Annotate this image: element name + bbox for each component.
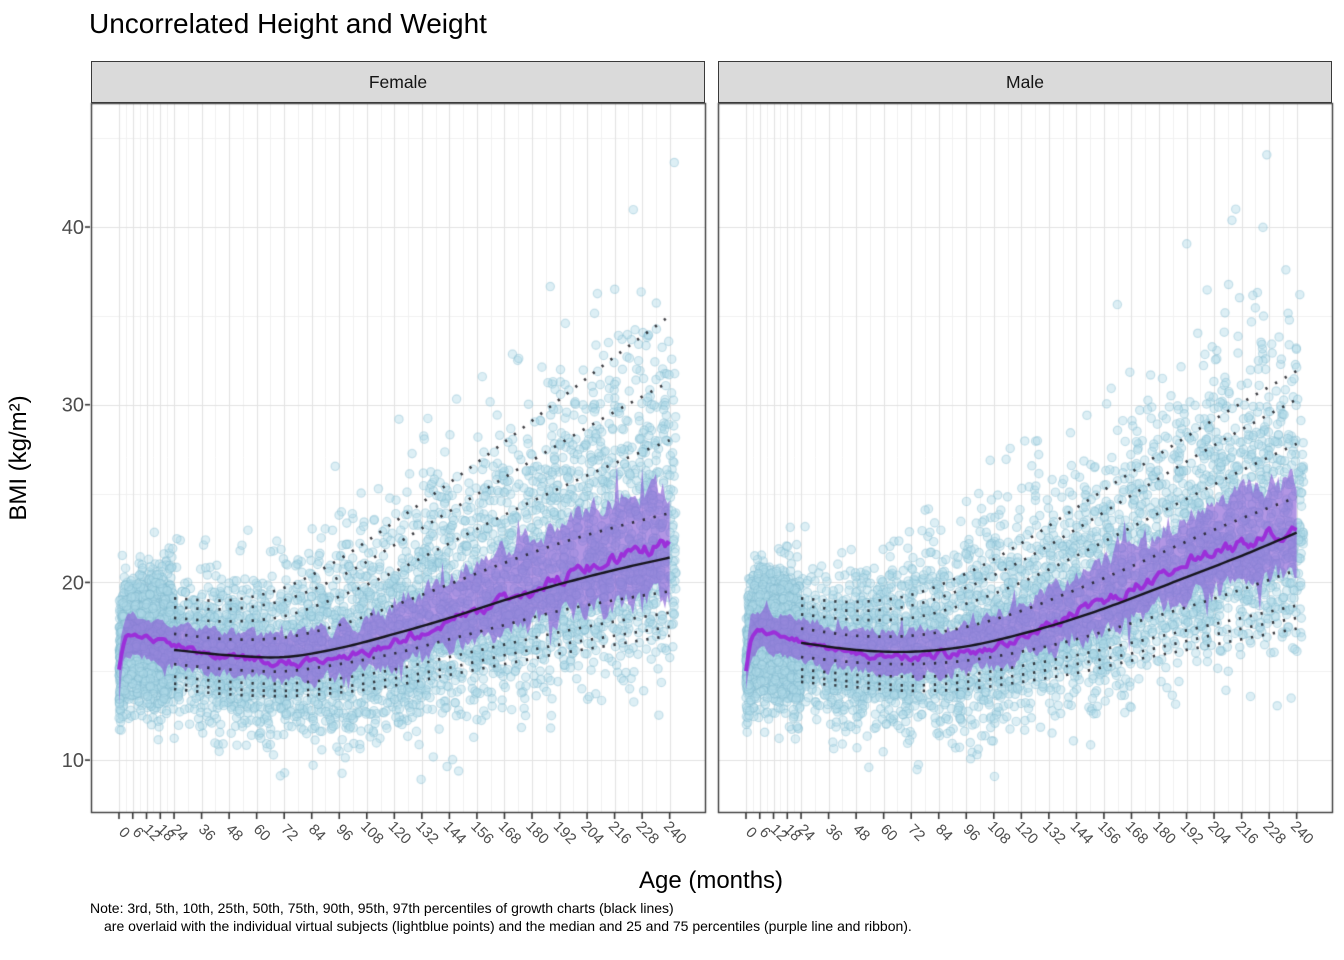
x-tick-label: 156 bbox=[467, 818, 497, 848]
x-axis-title: Age (months) bbox=[639, 867, 783, 894]
x-tick-label: 168 bbox=[1122, 818, 1152, 848]
x-tick-label: 204 bbox=[1204, 818, 1234, 848]
x-tick-label: 96 bbox=[960, 821, 984, 845]
x-tick-label: 204 bbox=[577, 818, 607, 848]
x-tick-label: 108 bbox=[984, 818, 1014, 848]
x-tick-label: 96 bbox=[333, 821, 357, 845]
x-tick-label: 36 bbox=[195, 821, 219, 845]
y-tick-label: 20 bbox=[62, 572, 84, 594]
x-tick-label: 24 bbox=[167, 821, 191, 845]
x-tick-label: 240 bbox=[1287, 818, 1317, 848]
x-tick-label: 192 bbox=[1177, 818, 1207, 848]
x-tick-label: 60 bbox=[877, 821, 901, 845]
x-tick-label: 72 bbox=[904, 821, 928, 845]
footnote-line-1: Note: 3rd, 5th, 10th, 25th, 50th, 75th, … bbox=[90, 900, 674, 916]
x-tick-label: 0 bbox=[742, 824, 760, 842]
x-tick-label: 228 bbox=[1259, 818, 1289, 848]
x-tick-label: 216 bbox=[1232, 818, 1262, 848]
footnote-line-2: are overlaid with the individual virtual… bbox=[104, 918, 912, 934]
x-tick-label: 156 bbox=[1094, 818, 1124, 848]
x-tick-label: 120 bbox=[385, 818, 415, 848]
y-tick-label: 40 bbox=[62, 217, 84, 239]
x-tick-label: 84 bbox=[305, 821, 329, 845]
footnote: Note: 3rd, 5th, 10th, 25th, 50th, 75th, … bbox=[90, 899, 912, 935]
x-tick-label: 48 bbox=[849, 821, 873, 845]
x-tick-label: 108 bbox=[357, 818, 387, 848]
x-tick-label: 180 bbox=[522, 818, 552, 848]
x-tick-label: 180 bbox=[1149, 818, 1179, 848]
x-tick-label: 144 bbox=[440, 818, 470, 848]
x-tick-label: 60 bbox=[250, 821, 274, 845]
x-tick-label: 120 bbox=[1012, 818, 1042, 848]
y-tick-labels: 10 20 30 40 bbox=[62, 217, 84, 772]
x-tick-label: 72 bbox=[277, 821, 301, 845]
x-tick-label: 228 bbox=[632, 818, 662, 848]
x-tick-label: 132 bbox=[1039, 818, 1069, 848]
x-tick-label: 36 bbox=[822, 821, 846, 845]
y-tick-label: 30 bbox=[62, 395, 84, 417]
x-tick-label: 240 bbox=[660, 818, 690, 848]
x-tick-label: 48 bbox=[222, 821, 246, 845]
x-tick-label: 168 bbox=[495, 818, 525, 848]
x-tick-label: 84 bbox=[932, 821, 956, 845]
y-axis-title: BMI (kg/m²) bbox=[5, 395, 32, 520]
y-tick-label: 10 bbox=[62, 750, 84, 772]
x-tick-label: 0 bbox=[115, 824, 133, 842]
x-tick-label: 24 bbox=[794, 821, 818, 845]
x-tick-label: 132 bbox=[412, 818, 442, 848]
x-tick-label: 144 bbox=[1067, 818, 1097, 848]
x-tick-label: 216 bbox=[605, 818, 635, 848]
x-tick-label: 192 bbox=[550, 818, 580, 848]
